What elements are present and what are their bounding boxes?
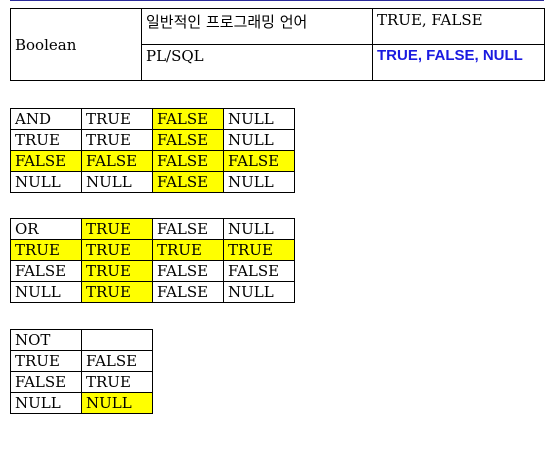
table-cell: NULL (10, 281, 82, 303)
context-cell: PL/SQL (141, 44, 373, 81)
table-cell: FALSE (152, 108, 224, 130)
table-row: FALSE FALSE FALSE FALSE (10, 150, 295, 172)
table-cell: FALSE (81, 350, 153, 372)
table-row: NULL TRUE FALSE NULL (10, 281, 295, 303)
table-row: FALSE TRUE (10, 371, 153, 393)
plsql-values-cell: TRUE, FALSE, NULL (372, 44, 545, 81)
table-row: TRUE TRUE FALSE NULL (10, 129, 295, 151)
table-cell: TRUE (81, 108, 153, 130)
table-cell: OR (10, 218, 82, 240)
table-cell: NULL (10, 171, 82, 193)
table-cell: FALSE (10, 150, 82, 172)
table-cell: NULL (223, 129, 295, 151)
table-cell: AND (10, 108, 82, 130)
top-rule (10, 0, 544, 1)
table-row: TRUE FALSE (10, 350, 153, 372)
table-cell: FALSE (152, 129, 224, 151)
table-cell: TRUE (10, 129, 82, 151)
table-cell: TRUE (81, 239, 153, 261)
table-cell: NULL (81, 171, 153, 193)
table-cell: TRUE (81, 218, 153, 240)
table-cell: FALSE (152, 260, 224, 282)
table-cell: TRUE (81, 260, 153, 282)
values-cell: TRUE, FALSE (372, 8, 545, 45)
table-cell: NULL (223, 281, 295, 303)
not-truth-table: NOT TRUE FALSE FALSE TRUE NULL NULL (10, 329, 153, 414)
table-cell: FALSE (152, 281, 224, 303)
table-cell: NOT (10, 329, 82, 351)
table-row: PL/SQL TRUE, FALSE, NULL (11, 44, 545, 81)
table-cell: NULL (223, 108, 295, 130)
table-cell (81, 329, 153, 351)
table-cell: TRUE (152, 239, 224, 261)
table-cell: NULL (81, 392, 153, 414)
table-row: FALSE TRUE FALSE FALSE (10, 260, 295, 282)
table-cell: FALSE (152, 171, 224, 193)
table-row: TRUE TRUE TRUE TRUE (10, 239, 295, 261)
and-truth-table: AND TRUE FALSE NULL TRUE TRUE FALSE NULL… (10, 108, 295, 193)
table-row: Boolean 일반적인 프로그래밍 언어 TRUE, FALSE (10, 8, 545, 81)
table-cell: NULL (223, 171, 295, 193)
table-cell: FALSE (152, 150, 224, 172)
context-cell: 일반적인 프로그래밍 언어 (141, 8, 373, 45)
table-row: NULL NULL FALSE NULL (10, 171, 295, 193)
table-cell: NULL (10, 392, 82, 414)
or-truth-table: OR TRUE FALSE NULL TRUE TRUE TRUE TRUE F… (10, 218, 295, 303)
table-cell: FALSE (152, 218, 224, 240)
table-cell: TRUE (81, 281, 153, 303)
table-row: AND TRUE FALSE NULL (10, 108, 295, 130)
table-row: NOT (10, 329, 153, 351)
table-cell: TRUE (10, 239, 82, 261)
table-row: NULL NULL (10, 392, 153, 414)
table-row: OR TRUE FALSE NULL (10, 218, 295, 240)
table-cell: TRUE (81, 129, 153, 151)
table-cell: TRUE (223, 239, 295, 261)
table-cell: FALSE (223, 150, 295, 172)
table-cell: FALSE (10, 371, 82, 393)
table-cell: TRUE (81, 371, 153, 393)
table-cell: NULL (223, 218, 295, 240)
table-cell: FALSE (81, 150, 153, 172)
type-name-cell: Boolean (10, 8, 142, 81)
table-cell: TRUE (10, 350, 82, 372)
table-cell: FALSE (10, 260, 82, 282)
boolean-type-table: Boolean 일반적인 프로그래밍 언어 TRUE, FALSE PL/SQL… (10, 8, 545, 81)
table-cell: FALSE (223, 260, 295, 282)
